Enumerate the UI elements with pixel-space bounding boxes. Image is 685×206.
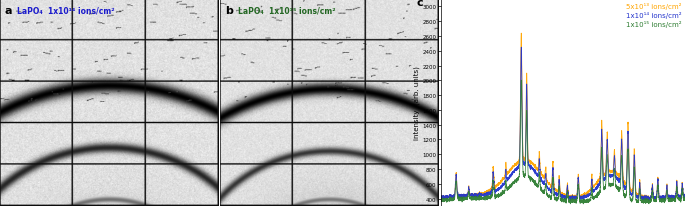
Text: LaPO₄  1x10¹⁴ ions/cm²: LaPO₄ 1x10¹⁴ ions/cm² xyxy=(17,6,115,15)
Text: a: a xyxy=(4,6,12,16)
Text: LaPO₄  1x10¹⁵ ions/cm²: LaPO₄ 1x10¹⁵ ions/cm² xyxy=(238,6,336,15)
Y-axis label: intensity  (arb. units): intensity (arb. units) xyxy=(413,66,420,140)
Text: c: c xyxy=(416,0,423,8)
Legend: 5x10¹³ ions/cm², 1x10¹⁴ ions/cm², 1x10¹⁵ ions/cm²: 5x10¹³ ions/cm², 1x10¹⁴ ions/cm², 1x10¹⁵… xyxy=(626,4,682,28)
Text: b: b xyxy=(225,6,233,16)
